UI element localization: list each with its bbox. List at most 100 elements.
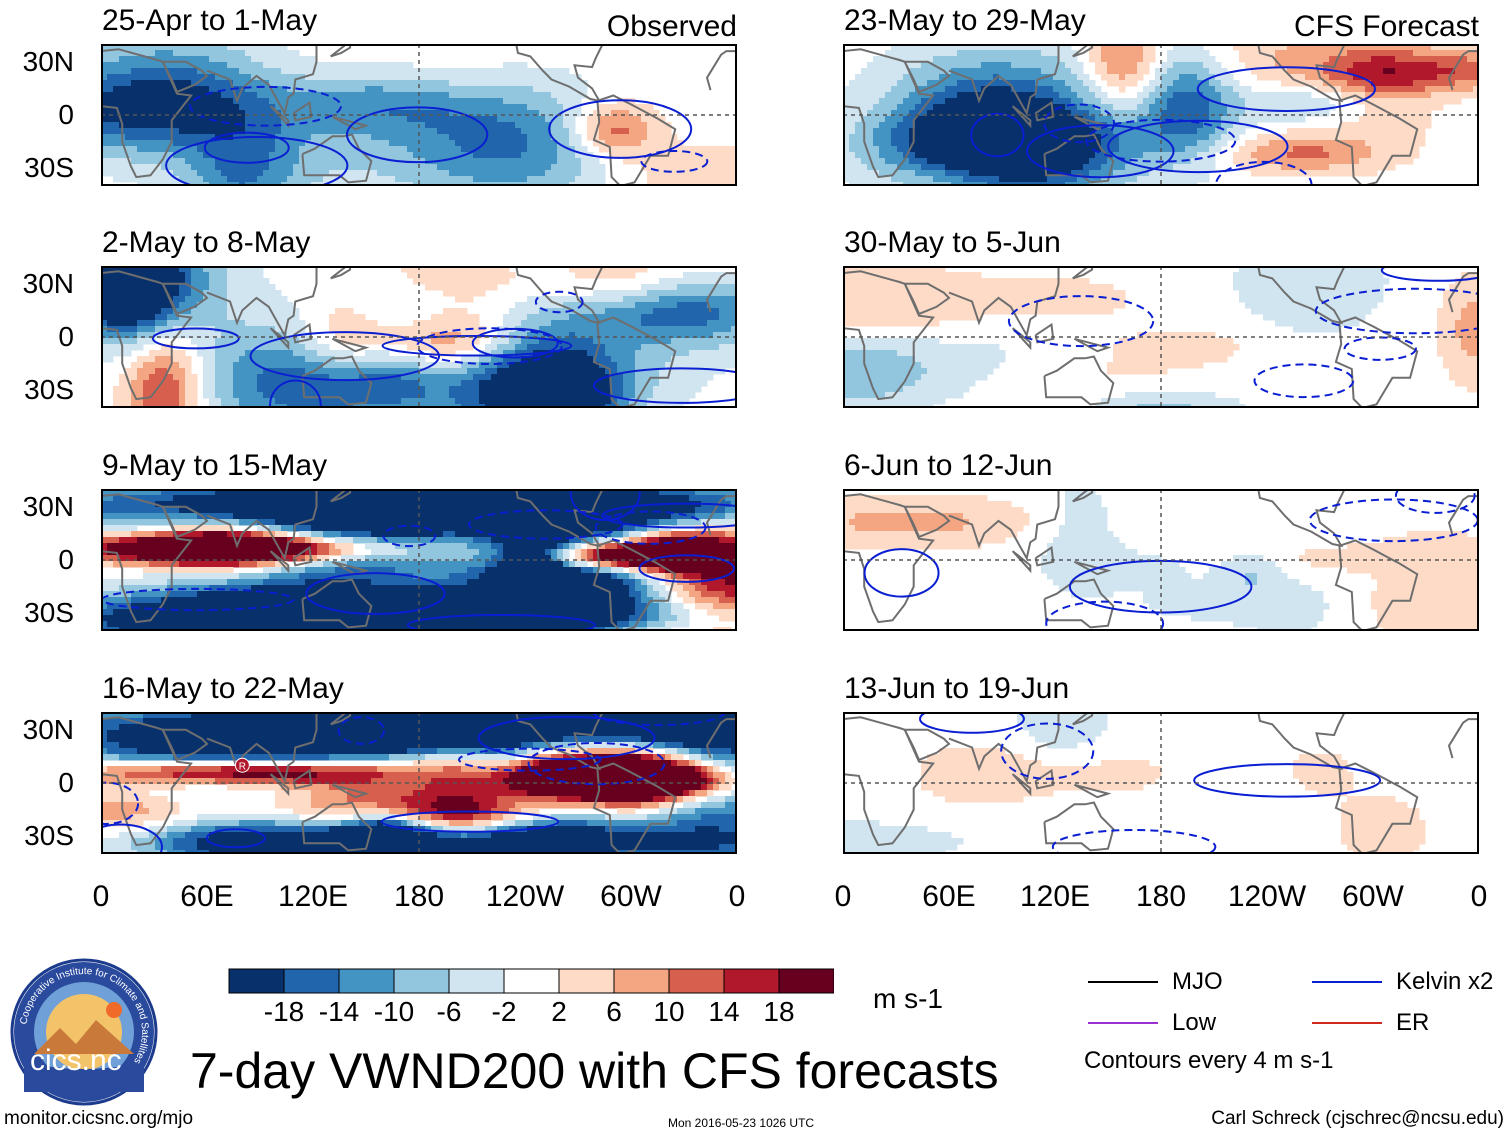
coastline	[331, 337, 370, 353]
kelvin-contour	[305, 572, 446, 615]
map-panel	[101, 489, 737, 631]
panel-period-title: 23-May to 29-May	[844, 4, 1086, 37]
coastline	[206, 46, 318, 116]
legend-line	[1088, 1022, 1158, 1024]
y-tick-label: 30S	[24, 597, 74, 629]
kelvin-contour	[1196, 66, 1376, 112]
colorbar-tick-label: 18	[763, 996, 795, 1027]
coastline	[161, 282, 209, 316]
coastline	[1257, 46, 1345, 103]
coastline	[161, 728, 209, 762]
colorbar-tick-label: 10	[653, 996, 685, 1027]
panel-period-title: 9-May to 15-May	[102, 449, 328, 482]
kelvin-contour	[103, 587, 295, 612]
kelvin-contour	[569, 491, 641, 521]
kelvin-contour	[165, 135, 349, 184]
y-tick-label: 30N	[22, 267, 74, 299]
footer-timestamp: Mon 2016-05-23 1026 UTC	[668, 1116, 815, 1130]
coastline	[515, 491, 603, 548]
coastline	[705, 272, 735, 313]
map-panel	[101, 266, 737, 408]
kelvin-contour	[1043, 103, 1116, 144]
panel-period-title: 6-Jun to 12-Jun	[844, 449, 1053, 482]
y-tick-label: 30N	[22, 490, 74, 522]
kelvin-contour	[601, 502, 735, 529]
coastline	[1073, 337, 1112, 353]
kelvin-contour	[1000, 722, 1095, 780]
colorbar-tick-label: -18	[263, 996, 305, 1027]
map-panel	[843, 489, 1479, 631]
coastline	[301, 355, 373, 406]
kelvin-contour	[919, 714, 1025, 734]
y-tick-label: 30S	[24, 152, 74, 184]
coastline	[948, 714, 1060, 784]
y-tick-label: 30N	[22, 713, 74, 745]
x-tick-label: 0	[728, 880, 746, 913]
colorbar-swatch	[558, 968, 615, 994]
x-tick-label: 60W	[600, 880, 662, 913]
y-tick-label: 0	[58, 99, 74, 130]
panel-period-title: 2-May to 8-May	[102, 226, 311, 259]
coastline	[206, 268, 318, 338]
coastline	[948, 46, 1060, 116]
colorbar-swatch	[503, 968, 560, 994]
coastline	[1072, 268, 1094, 280]
kelvin-contour	[346, 106, 489, 164]
y-tick-label: 0	[58, 767, 74, 798]
coastline	[103, 270, 193, 401]
kelvin-contour	[467, 509, 624, 540]
colorbar-tick-label: 6	[606, 996, 622, 1027]
kelvin-contour	[1343, 336, 1417, 361]
kelvin-contour	[1253, 363, 1355, 399]
coastline	[1043, 801, 1115, 852]
kelvin-contour	[1314, 287, 1477, 335]
footer-author[interactable]: Carl Schreck (cjschrec@ncsu.edu)	[1211, 1108, 1504, 1129]
kelvin-contour	[1215, 160, 1313, 184]
coastline	[292, 100, 313, 122]
colorbar-swatch	[393, 968, 450, 994]
coastline	[269, 550, 290, 574]
legend-label: MJO	[1172, 968, 1223, 995]
panel-period-title: 25-Apr to 1-May	[102, 4, 318, 37]
vwnd-field	[845, 46, 1477, 184]
kelvin-contour	[1394, 491, 1476, 514]
kelvin-contour	[592, 714, 725, 727]
legend-label: Kelvin x2	[1396, 968, 1494, 995]
coastline	[1334, 316, 1419, 406]
y-tick-label: 0	[58, 544, 74, 575]
vwnd-field	[845, 714, 1477, 852]
kelvin-contour	[1308, 498, 1477, 543]
y-tick-label: 30S	[24, 820, 74, 852]
kelvin-contour	[970, 112, 1025, 158]
colorbar-swatch	[448, 968, 505, 994]
kelvin-contour	[1051, 829, 1217, 852]
coastline	[1447, 495, 1477, 536]
colorbar-swatch	[338, 968, 395, 994]
kelvin-contour	[1193, 763, 1382, 798]
kelvin-contour	[1045, 600, 1165, 629]
vwnd-field	[103, 268, 735, 406]
coastline	[515, 268, 603, 325]
logo-text: cics.nc	[30, 1044, 122, 1077]
kelvin-contour	[382, 524, 437, 548]
kelvin-contour	[594, 510, 707, 545]
legend-line	[1312, 1022, 1382, 1024]
kelvin-contour	[1085, 118, 1237, 163]
coastline	[292, 322, 313, 344]
colorbar-swatch	[283, 968, 340, 994]
colorbar-tick-label: -10	[373, 996, 415, 1027]
coastline	[948, 268, 1060, 338]
x-tick-label: 0	[834, 880, 852, 913]
coastline	[903, 282, 951, 316]
coastline	[1043, 355, 1115, 406]
coastline	[1447, 718, 1477, 759]
x-tick-label: 0	[1470, 880, 1488, 913]
footer-url[interactable]: monitor.cicsnc.org/mjo	[4, 1108, 194, 1129]
kelvin-contour	[1380, 268, 1477, 282]
map-panel	[843, 44, 1479, 186]
coastline	[301, 578, 373, 629]
kelvin-contour	[863, 548, 940, 598]
coastline	[515, 46, 603, 103]
y-tick-label: 30S	[24, 374, 74, 406]
coastline	[1334, 539, 1419, 629]
